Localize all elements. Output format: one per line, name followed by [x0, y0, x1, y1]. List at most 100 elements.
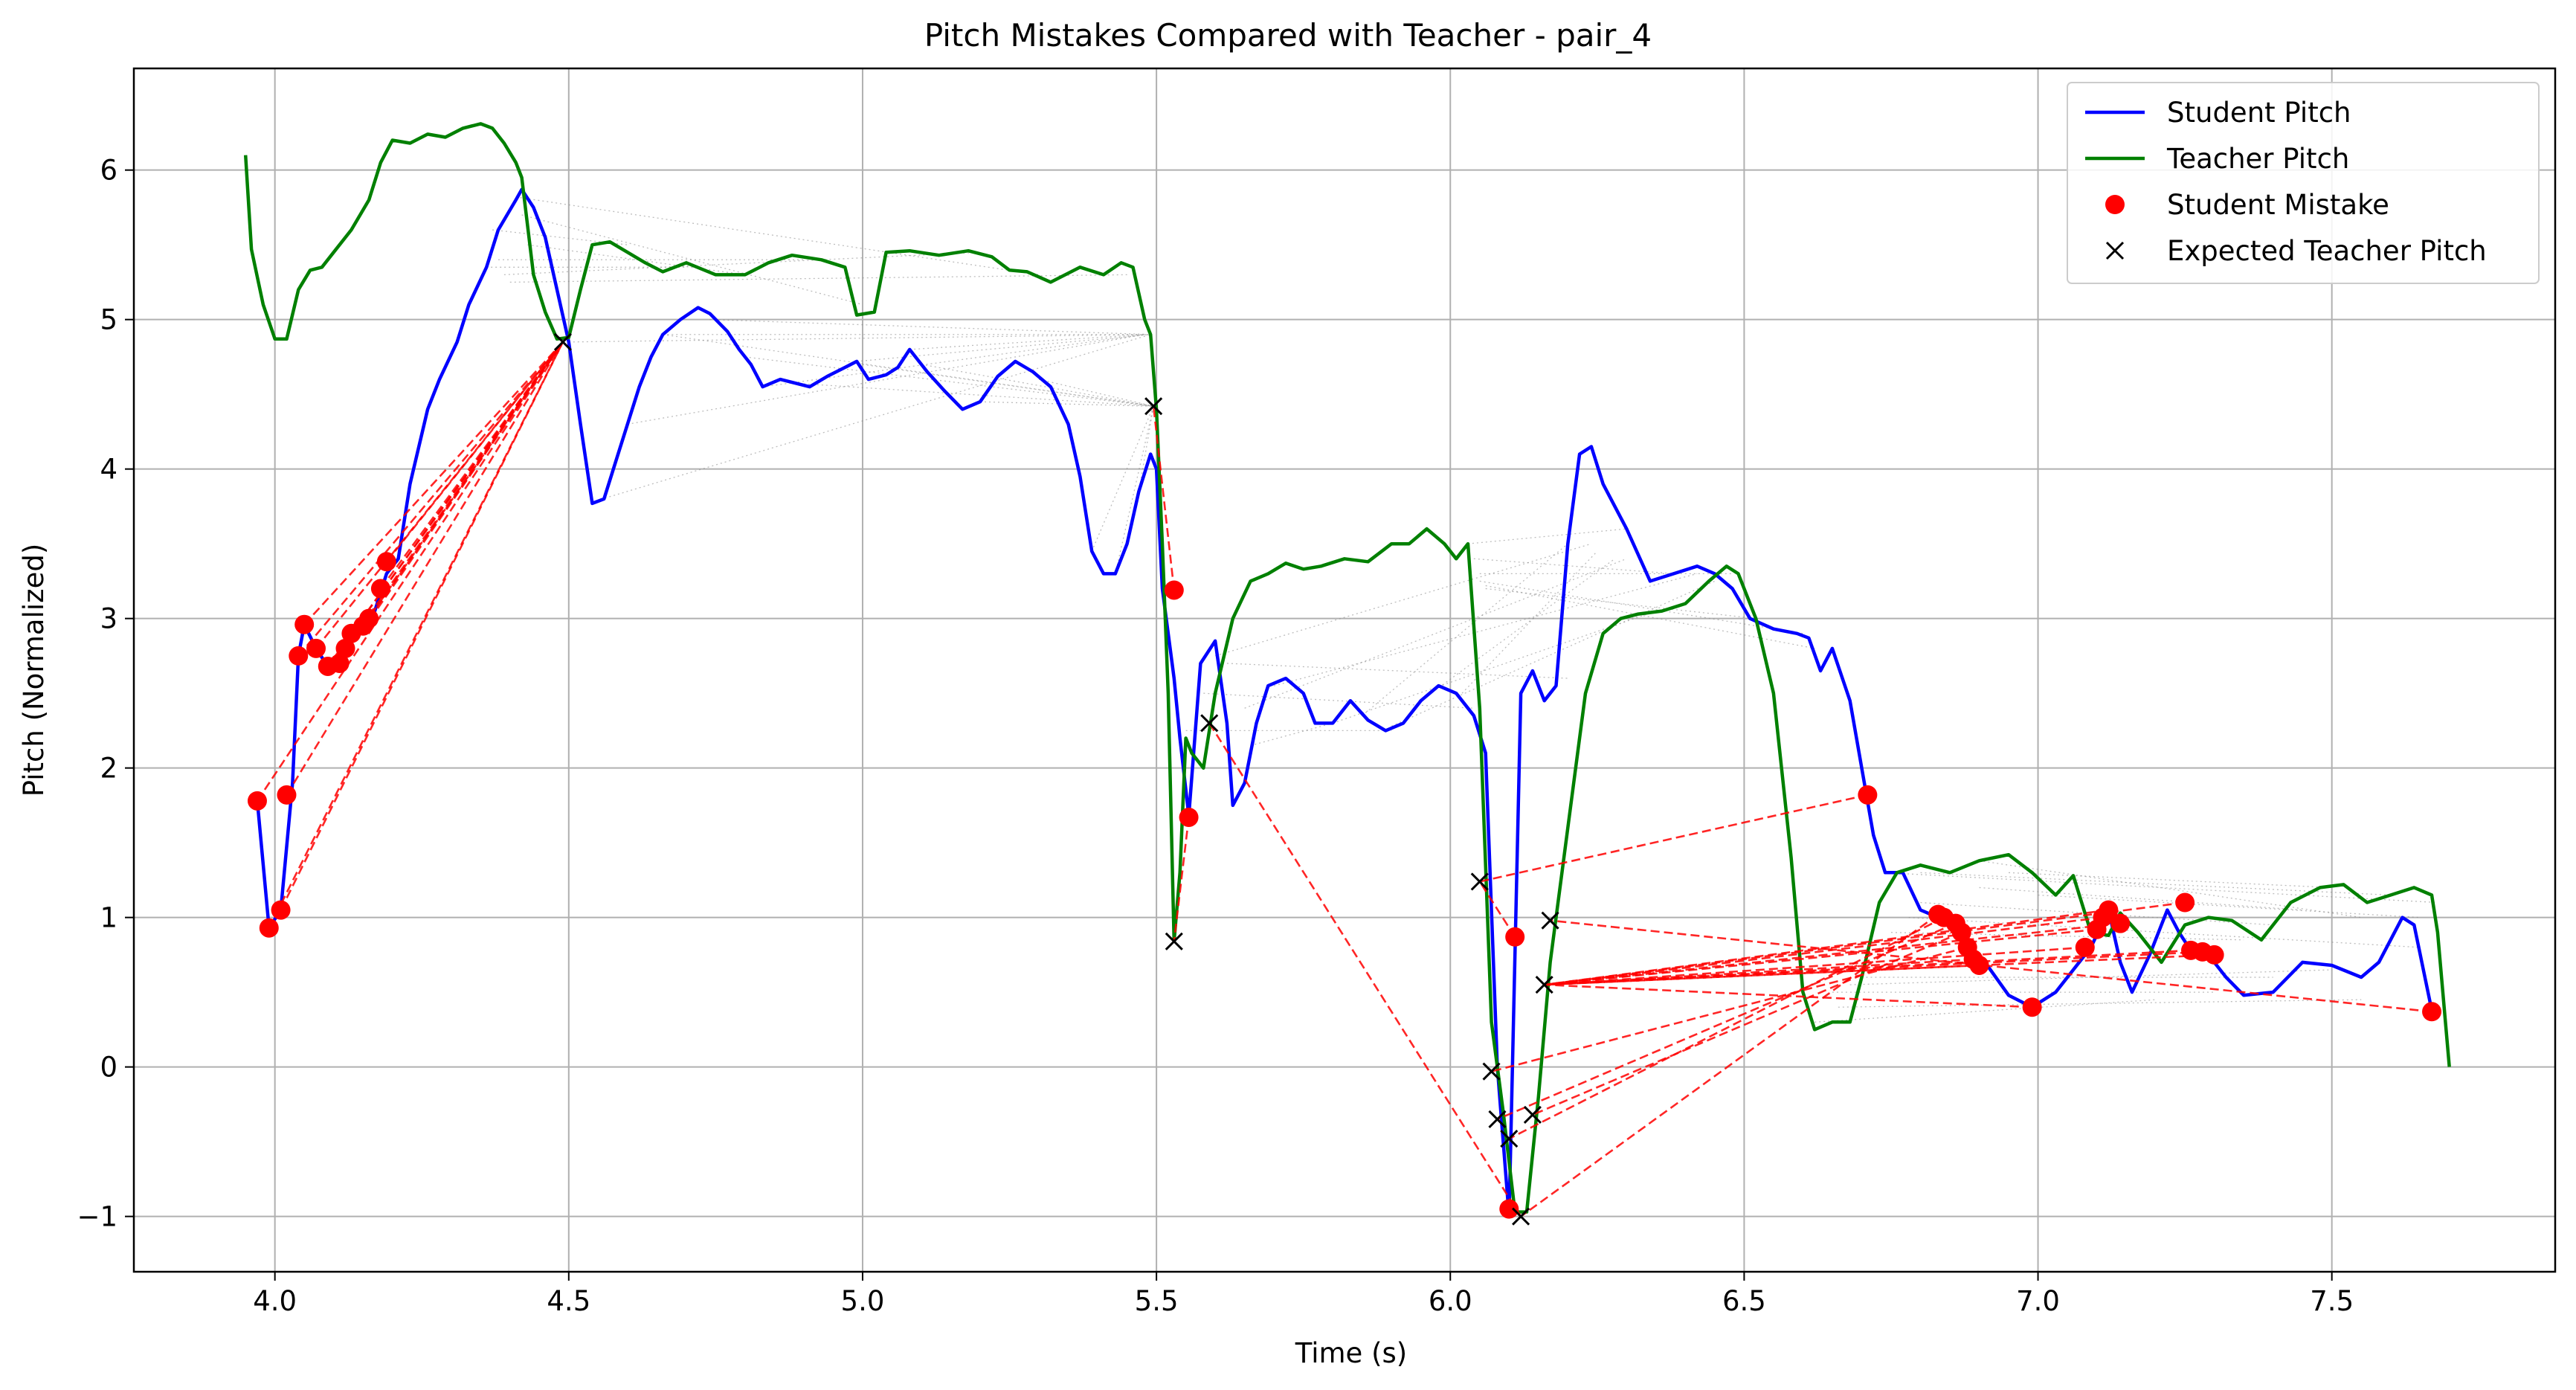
mistake-link-line: [1544, 922, 2121, 986]
student-mistake-marker: [1164, 580, 1184, 600]
mistake-link-line: [1508, 916, 1945, 1140]
student-mistake-marker: [277, 785, 297, 805]
student-pitch-line: [255, 187, 2434, 1218]
student-mistake-marker: [2022, 997, 2042, 1017]
x-stroke: [1144, 397, 1163, 416]
alignment-link: [2038, 894, 2421, 918]
student-mistake-marker: [259, 918, 279, 938]
x-stroke: [1200, 714, 1219, 733]
alignment-link: [1203, 692, 1474, 709]
alignment-link: [592, 334, 1151, 503]
alignment-link: [762, 334, 1145, 387]
alignment-link: [709, 319, 1151, 335]
student-mistake-legend-swatch: [2105, 195, 2125, 214]
expected-teacher-pitch-marker: [1535, 976, 1553, 994]
alignment-link: [1885, 872, 2438, 904]
alignment-link: [2008, 872, 2332, 889]
expected-teacher-pitch-marker: [1470, 872, 1489, 891]
x-stroke: [1470, 872, 1489, 891]
alignment-link: [921, 364, 1154, 407]
student-mistake-marker: [271, 900, 291, 920]
x-stroke: [553, 332, 572, 351]
y-tick-label: 3: [100, 603, 117, 635]
alignment-link: [1244, 558, 1627, 709]
student-mistake-marker: [306, 638, 326, 658]
pitch-lines: [243, 122, 2451, 1218]
alignment-link: [1461, 550, 1598, 694]
student-mistake-marker: [335, 638, 355, 658]
alignment-link: [1273, 573, 1698, 686]
expected-teacher-pitch-marker: [1482, 1062, 1501, 1081]
teacher-pitch-line: [243, 122, 2451, 1214]
legend: Student Pitch Teacher Pitch Student Mistak…: [2067, 82, 2540, 284]
expected-teacher-pitch-marker: [1512, 1207, 1530, 1226]
student-mistake-marker: [247, 791, 267, 811]
teacher-pitch-legend-label: Teacher Pitch: [2166, 143, 2349, 175]
x-stroke: [1482, 1062, 1501, 1081]
y-tick-label: 0: [100, 1052, 117, 1084]
student-mistake-marker: [329, 653, 350, 673]
mistake-link-line: [385, 341, 564, 563]
mistake-link-line: [1152, 406, 1176, 591]
alignment-link: [1979, 887, 2303, 911]
x-stroke: [1488, 1110, 1507, 1129]
expected-teacher-pitch-marker: [1541, 911, 1559, 930]
mistake-link-line: [286, 341, 564, 796]
x-tick-label: 5.0: [841, 1285, 885, 1317]
student-mistake-marker: [294, 614, 315, 634]
alignment-link: [1920, 901, 2273, 926]
legend-box: [2067, 82, 2540, 284]
student-mistake-marker: [2099, 900, 2119, 920]
x-axis-label: Time (s): [1295, 1337, 1407, 1369]
mistake-link-line: [1544, 909, 2109, 986]
student-mistake-marker: [1505, 927, 1525, 947]
markers: [247, 332, 2442, 1226]
student-mistake-marker: [2175, 892, 2195, 913]
plot-area-frame: [132, 67, 2557, 1273]
mistake-link-line: [297, 341, 564, 657]
expected-teacher-pitch-marker: [1488, 1110, 1507, 1129]
alignment-link: [1890, 932, 2244, 941]
alignment-link: [1391, 580, 1716, 727]
alignment-link: [509, 274, 1127, 283]
mistake-link-line: [268, 341, 564, 929]
y-tick-label: 6: [100, 155, 117, 187]
x-tick-label: 5.5: [1135, 1285, 1179, 1317]
alignment-link: [1138, 406, 1154, 492]
mistake-link-line: [1479, 794, 1868, 883]
mistake-link-line: [1544, 983, 2032, 1008]
student-mistake-marker: [1969, 955, 1989, 975]
mistake-link-line: [368, 341, 564, 620]
student-mistake-marker: [2204, 945, 2224, 965]
alignment-link: [527, 244, 745, 276]
alignment-link: [1485, 585, 1815, 649]
student-mistake-marker: [1179, 807, 1199, 827]
x-stroke: [1165, 932, 1183, 950]
x-tick-label: 6.0: [1429, 1285, 1472, 1317]
expected-teacher-pitch-marker: [1523, 1105, 1542, 1124]
x-stroke: [1535, 976, 1553, 994]
alignment-link: [492, 229, 628, 245]
mistake-link-line: [1544, 946, 2085, 986]
student-mistake-legend-label: Student Mistake: [2167, 189, 2389, 221]
expected-teacher-pitch-marker: [553, 332, 572, 351]
expected-teacher-pitch-legend-swatch: [2105, 241, 2125, 260]
mistake-link-line: [1544, 953, 2215, 986]
expected-teacher-pitch-marker: [1165, 932, 1183, 950]
expected-teacher-pitch-marker: [1144, 397, 1163, 416]
student-mistake-marker: [1858, 785, 1878, 805]
expected-teacher-pitch-legend-label: Expected Teacher Pitch: [2167, 235, 2487, 267]
alignment-link: [1920, 872, 2391, 896]
y-tick-label: 2: [100, 753, 117, 785]
x-stroke: [1512, 1207, 1530, 1226]
mistake-link-line: [1544, 901, 2186, 986]
x-tick-label: 7.0: [2016, 1285, 2060, 1317]
mistake-link-line: [1478, 881, 1516, 938]
mistake-link-line: [1532, 931, 1962, 1116]
grid: [134, 68, 2555, 1272]
student-mistake-marker: [2422, 1002, 2442, 1022]
mistake-links: [256, 341, 2432, 1217]
y-tick-label: 4: [100, 454, 117, 486]
